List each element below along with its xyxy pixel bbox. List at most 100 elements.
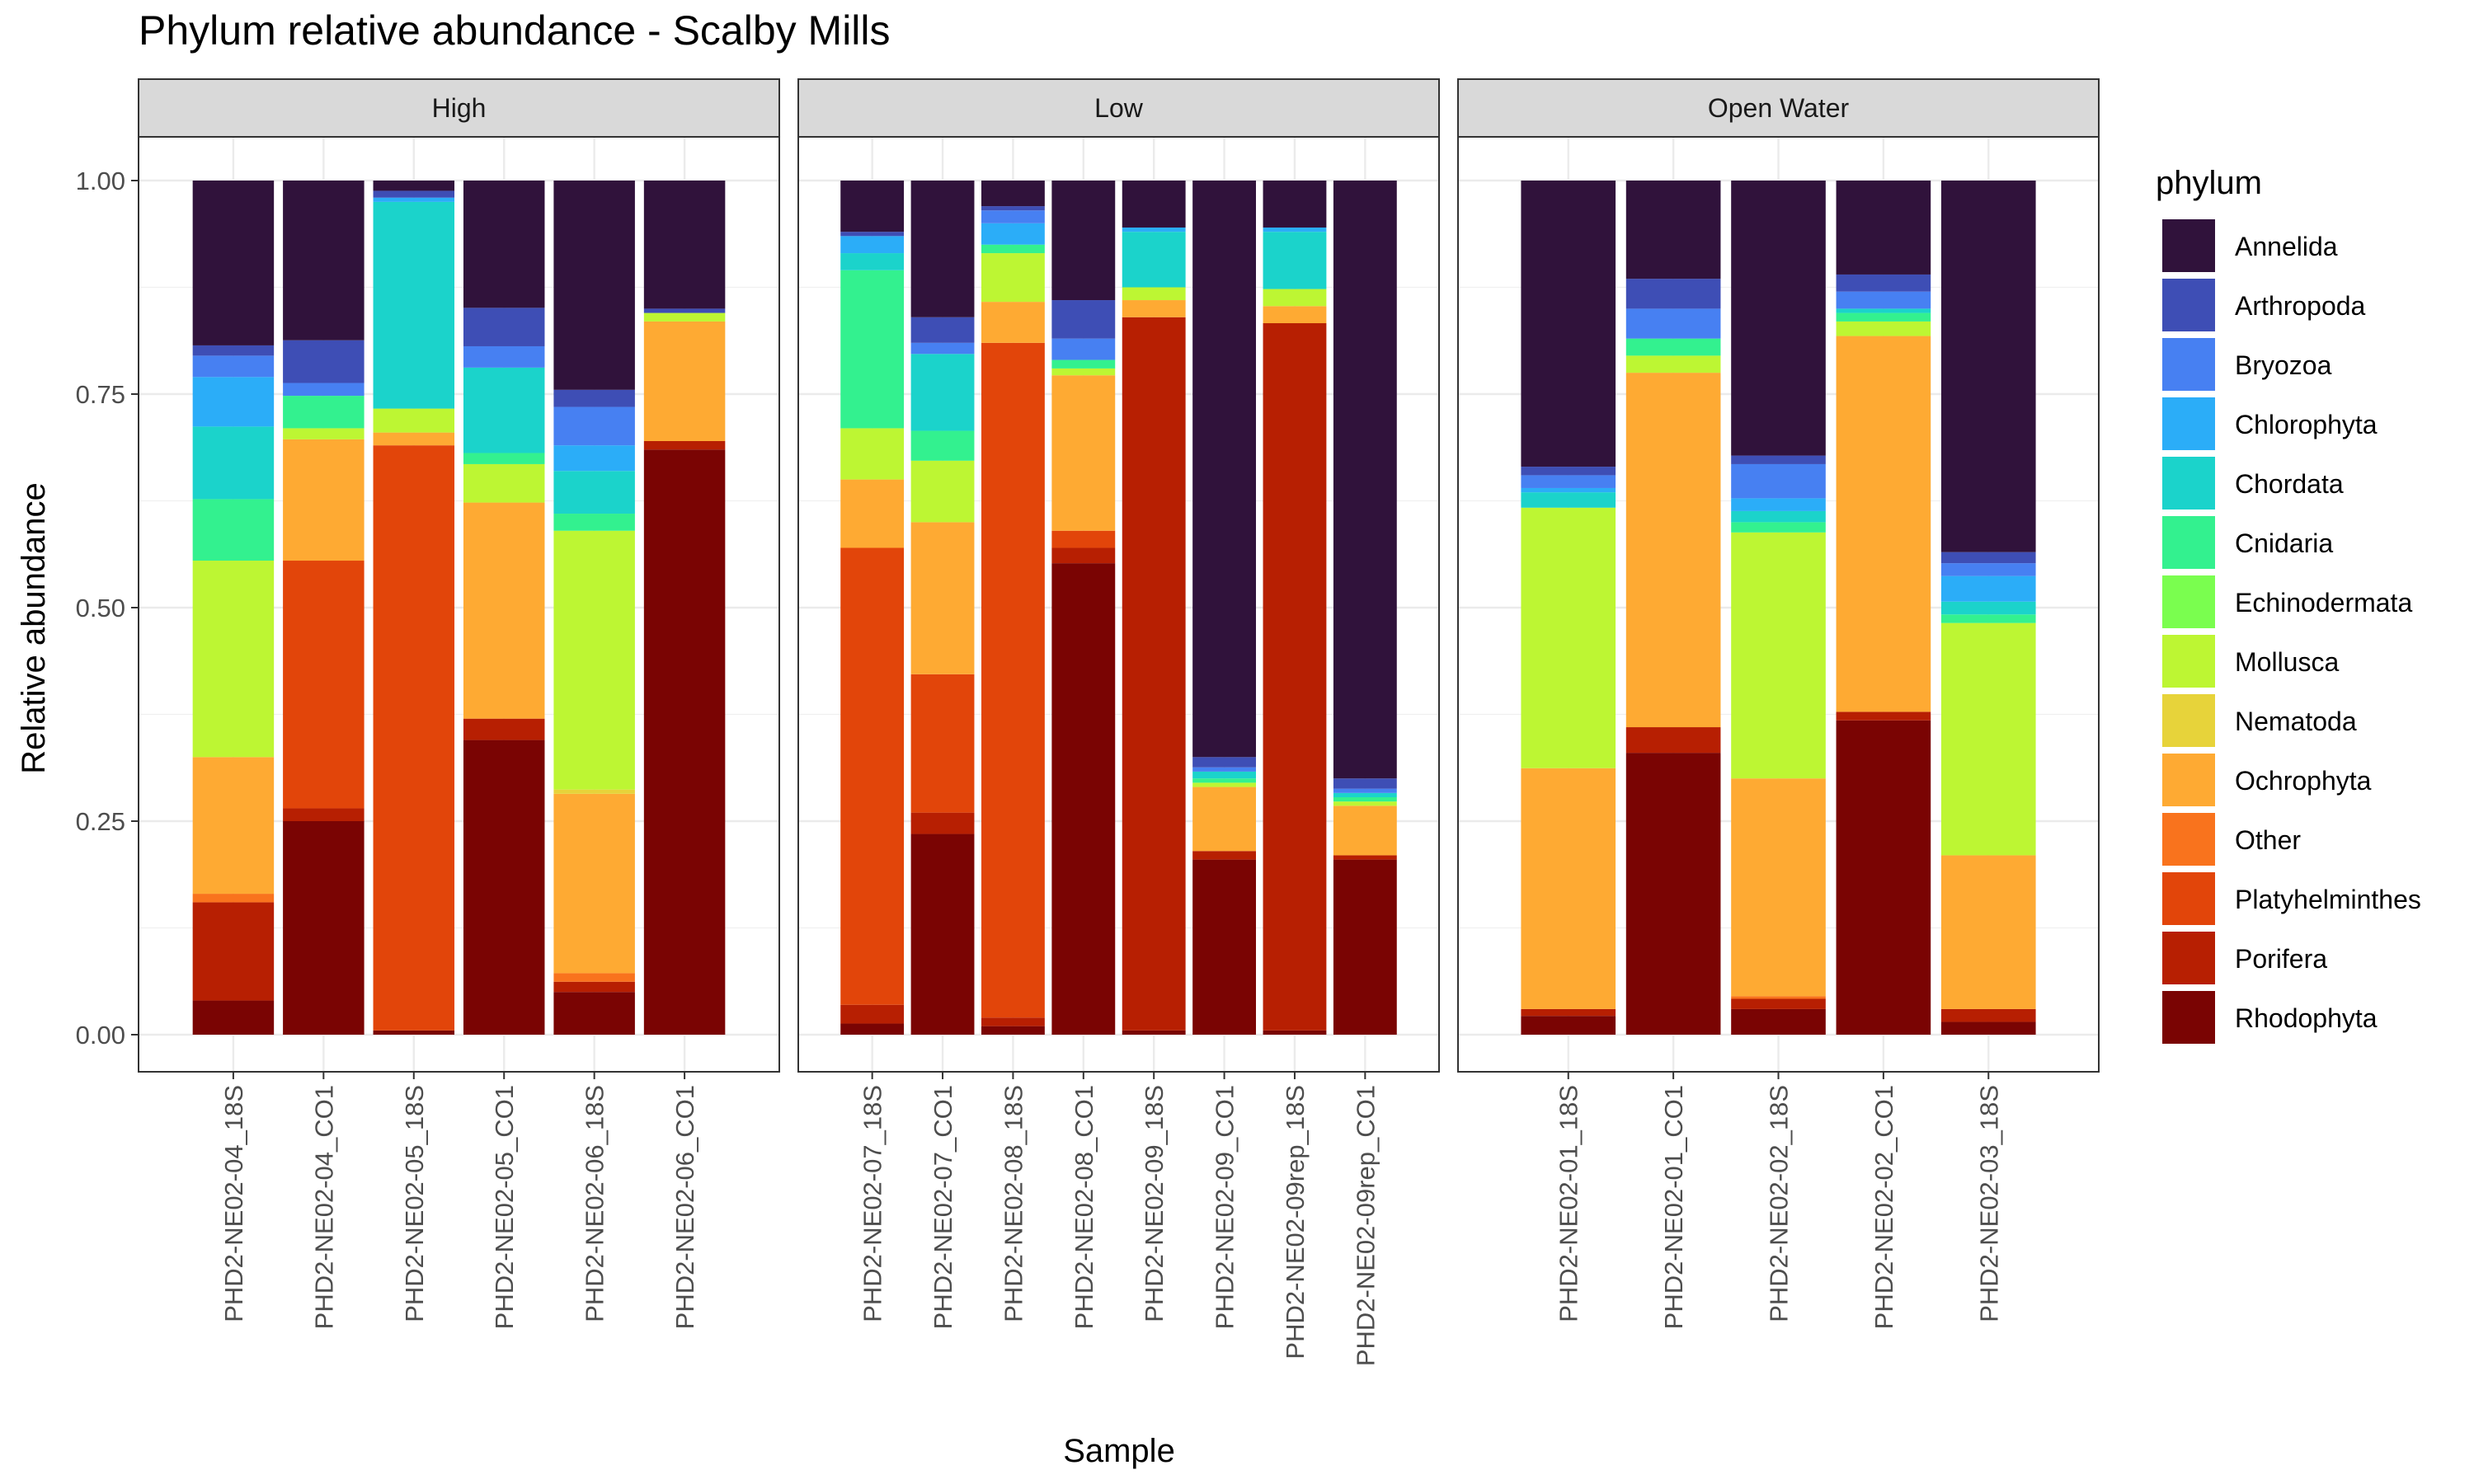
bar-phd2-ne02-07-co1 (910, 181, 975, 1035)
bar-segment-ochrophyta (553, 793, 635, 974)
legend-swatch (2162, 279, 2215, 331)
panel-border (797, 136, 1440, 1073)
bar-segment-cnidaria (463, 453, 545, 464)
bar-segment-ochrophyta (373, 432, 455, 446)
bar-segment-annelida (1051, 181, 1116, 301)
y-tick-label: 1.00 (76, 167, 125, 195)
bar-segment-annelida (981, 181, 1045, 207)
bar-segment-bryozoa (1192, 767, 1256, 772)
bar-segment-arthropoda (1836, 274, 1931, 292)
bar-segment-cnidaria (981, 244, 1045, 254)
x-tick-label: PHD2-NE02-02_CO1 (1870, 1085, 1898, 1329)
bar-phd2-ne02-03-18s (1940, 181, 2036, 1035)
legend-swatch (2162, 754, 2215, 806)
bar-segment-chordata (192, 426, 275, 500)
strip-background (797, 78, 1440, 138)
bar-segment-annelida (910, 181, 975, 317)
bar-segment-rhodophyta (1625, 753, 1721, 1035)
bar-segment-bryozoa (1731, 463, 1826, 499)
bar-segment-platyhelminthes (373, 445, 455, 1031)
bar-phd2-ne02-02-18s (1731, 181, 1826, 1035)
bar-segment-mollusca (553, 530, 635, 790)
legend-swatch (2162, 694, 2215, 747)
bar-phd2-ne02-04-co1 (283, 181, 365, 1035)
bar-segment-chordata (1263, 232, 1327, 289)
legend-item-porifera: Porifera (2162, 932, 2327, 984)
bar-segment-porifera (283, 808, 365, 821)
bar-segment-ochrophyta (1836, 336, 1931, 712)
bar-segment-chordata (463, 367, 545, 453)
legend: phylum Annelida Arthropoda Bryozoa Chloroph… (2156, 165, 2421, 1044)
legend-label: Other (2235, 825, 2301, 855)
x-tick-label: PHD2-NE02-07_CO1 (929, 1085, 957, 1329)
bar-segment-other (1731, 996, 1826, 999)
bar-segment-mollusca (1521, 507, 1616, 768)
plot-background (798, 137, 1439, 1072)
bar-segment-ochrophyta (283, 439, 365, 561)
bar-segment-rhodophyta (1192, 859, 1256, 1035)
bar-phd2-ne02-06-18s (553, 181, 635, 1035)
bar-segment-cnidaria (1051, 359, 1116, 369)
bar-segment-arthropoda (910, 317, 975, 343)
y-tick-label: 0.00 (76, 1021, 125, 1050)
bar-segment-chordata (1836, 308, 1931, 313)
panel-border (138, 136, 780, 1073)
bar-phd2-ne02-05-18s (373, 181, 455, 1035)
bar-segment-chordata (1731, 510, 1826, 523)
strip-background (138, 78, 780, 138)
strip-label: Open Water (1708, 93, 1850, 123)
strip-label: High (432, 93, 487, 123)
x-tick-label: PHD2-NE02-04_18S (219, 1085, 248, 1322)
bar-segment-bryozoa (910, 342, 975, 355)
legend-item-cnidaria: Cnidaria (2162, 516, 2333, 569)
bar-segment-cnidaria (1192, 778, 1256, 783)
bar-segment-cnidaria (840, 270, 905, 429)
bar-segment-annelida (283, 181, 365, 340)
bar-segment-chordata (373, 201, 455, 409)
bar-segment-mollusca (1731, 532, 1826, 779)
legend-label: Bryozoa (2235, 350, 2332, 380)
legend-item-bryozoa: Bryozoa (2162, 338, 2332, 391)
bar-segment-bryozoa (1940, 563, 2036, 576)
bar-segment-arthropoda (840, 232, 905, 237)
legend-label: Rhodophyta (2235, 1003, 2378, 1033)
bar-segment-rhodophyta (283, 821, 365, 1035)
legend-label: Chlorophyta (2235, 410, 2378, 439)
legend-item-arthropoda: Arthropoda (2162, 279, 2366, 331)
y-tick-label: 0.25 (76, 807, 125, 836)
bar-segment-ochrophyta (1940, 855, 2036, 1009)
bar-segment-mollusca (192, 561, 275, 758)
bar-segment-porifera (553, 981, 635, 993)
bar-segment-ochrophyta (840, 479, 905, 548)
legend-title: phylum (2156, 165, 2262, 201)
bar-segment-ochrophyta (1122, 300, 1186, 317)
bar-segment-arthropoda (553, 389, 635, 407)
bar-segment-chlorophyta (1521, 487, 1616, 493)
legend-label: Nematoda (2235, 707, 2357, 736)
strip-label: Low (1094, 93, 1144, 123)
bar-segment-chlorophyta (1263, 227, 1327, 232)
bar-segment-rhodophyta (1333, 859, 1397, 1035)
bar-phd2-ne02-08-co1 (1051, 181, 1116, 1035)
x-tick-label: PHD2-NE02-09_18S (1140, 1085, 1169, 1322)
bar-segment-porifera (1521, 1008, 1616, 1017)
legend-swatch (2162, 872, 2215, 925)
bar-segment-mollusca (643, 312, 726, 322)
bar-segment-mollusca (1051, 368, 1116, 376)
bar-segment-mollusca (1192, 782, 1256, 787)
bar-segment-arthropoda (1625, 279, 1721, 309)
x-tick-label: PHD2-NE02-08_CO1 (1070, 1085, 1098, 1329)
bar-segment-annelida (1836, 181, 1931, 275)
bar-segment-ochrophyta (1192, 787, 1256, 852)
bar-segment-porifera (643, 440, 726, 450)
legend-item-echinodermata: Echinodermata (2162, 575, 2412, 628)
bar-segment-rhodophyta (1731, 1008, 1826, 1035)
bar-segment-porifera (1263, 323, 1327, 1031)
legend-item-ochrophyta: Ochrophyta (2162, 754, 2372, 806)
bar-segment-annelida (373, 181, 455, 191)
bar-segment-porifera (1940, 1008, 2036, 1022)
bar-segment-arthropoda (283, 340, 365, 383)
x-tick-label: PHD2-NE02-06_CO1 (670, 1085, 699, 1329)
x-axis-title: Sample (1063, 1433, 1175, 1469)
bar-segment-ochrophyta (981, 302, 1045, 343)
